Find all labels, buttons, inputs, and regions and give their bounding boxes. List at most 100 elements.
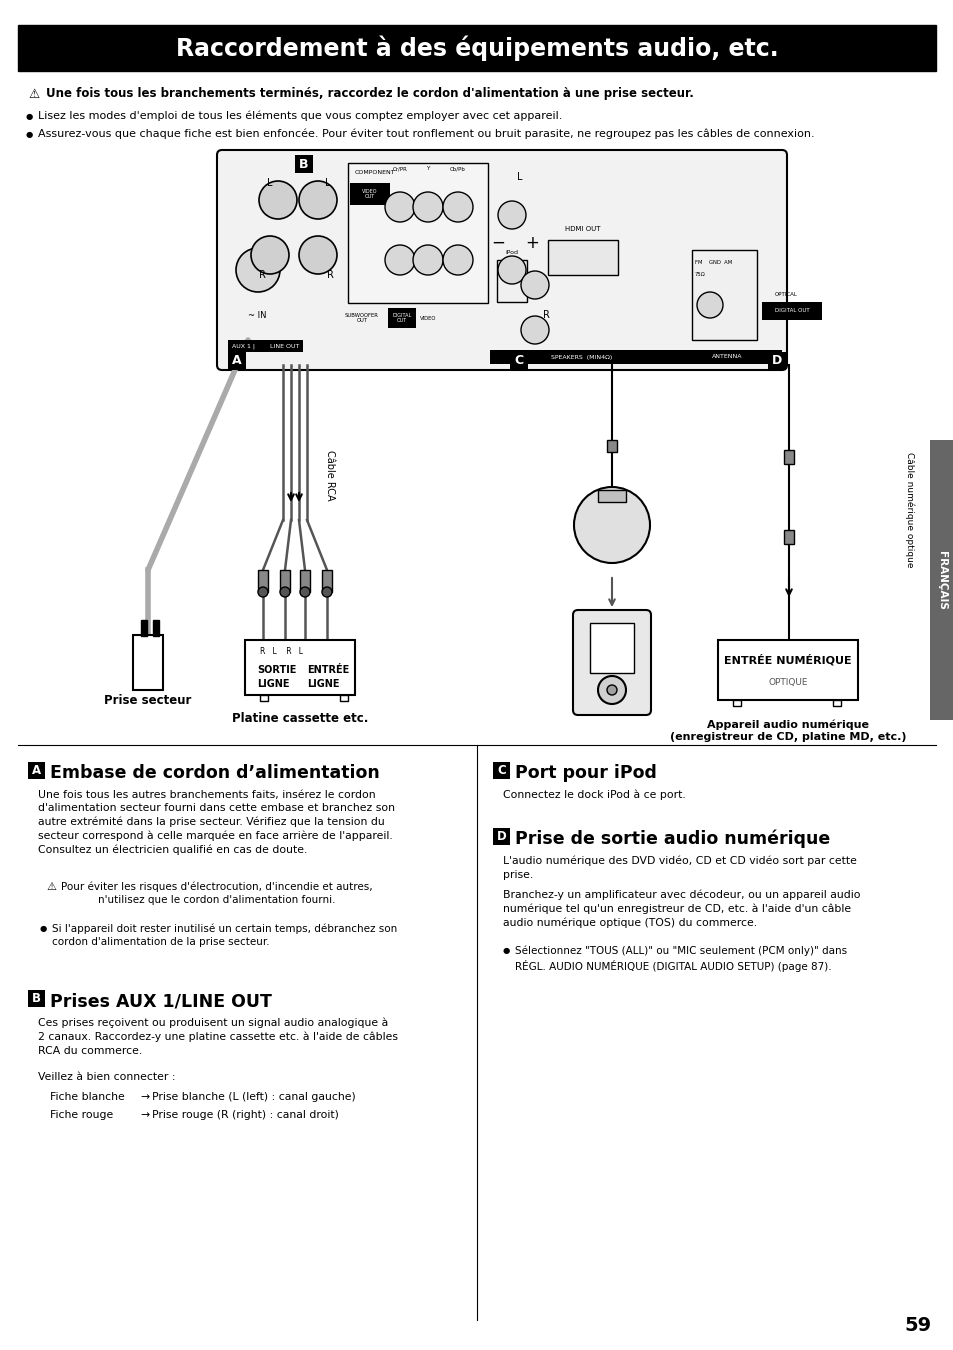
Text: ~ IN: ~ IN	[248, 310, 266, 320]
Text: →: →	[140, 1110, 149, 1120]
Circle shape	[442, 244, 473, 275]
Text: B: B	[299, 158, 309, 170]
Circle shape	[298, 236, 336, 274]
Bar	[929, 440, 953, 720]
Text: Embase de cordon d’alimentation: Embase de cordon d’alimentation	[50, 764, 379, 782]
Text: Platine cassette etc.: Platine cassette etc.	[232, 711, 368, 725]
Text: R: R	[326, 270, 334, 279]
Text: L: L	[325, 178, 331, 188]
Bar	[718, 640, 857, 701]
Text: ENTRÉE: ENTRÉE	[307, 666, 349, 675]
Bar	[589, 622, 634, 674]
Bar	[510, 352, 527, 370]
Text: SUBWOOFER
OUT: SUBWOOFER OUT	[345, 313, 378, 324]
Text: Une fois tous les autres branchements faits, insérez le cordon
d'alimentation se: Une fois tous les autres branchements fa…	[38, 790, 395, 855]
Text: Prise de sortie audio numérique: Prise de sortie audio numérique	[515, 830, 829, 849]
Text: +: +	[524, 234, 538, 252]
Bar	[761, 302, 821, 320]
Text: Y: Y	[426, 166, 429, 171]
Bar	[257, 570, 268, 593]
Text: Pour éviter les risques d'électrocution, d'incendie et autres,
n'utilisez que le: Pour éviter les risques d'électrocution,…	[61, 882, 373, 906]
Text: C: C	[497, 764, 505, 778]
Circle shape	[574, 487, 649, 563]
Text: SPEAKERS  (MIN4Ω): SPEAKERS (MIN4Ω)	[551, 355, 612, 359]
Text: Ces prises reçoivent ou produisent un signal audio analogique à
2 canaux. Raccor: Ces prises reçoivent ou produisent un si…	[38, 1018, 397, 1056]
Text: Cb/Pb: Cb/Pb	[450, 166, 465, 171]
Text: OPTICAL: OPTICAL	[774, 292, 797, 297]
Text: ●: ●	[26, 112, 33, 120]
Text: Câble RCA: Câble RCA	[325, 450, 335, 501]
Text: Prise blanche (L (left) : canal gauche): Prise blanche (L (left) : canal gauche)	[152, 1092, 355, 1102]
Bar	[28, 990, 45, 1007]
Bar	[299, 570, 310, 593]
Text: R   L    R   L: R L R L	[260, 648, 303, 656]
Bar	[598, 490, 625, 502]
Circle shape	[298, 181, 336, 219]
Text: Si l'appareil doit rester inutilisé un certain temps, débranchez son
cordon d'al: Si l'appareil doit rester inutilisé un c…	[52, 923, 396, 948]
Text: Raccordement à des équipements audio, etc.: Raccordement à des équipements audio, et…	[175, 35, 778, 61]
Circle shape	[385, 192, 415, 221]
Text: OPTIQUE: OPTIQUE	[767, 678, 807, 687]
Text: LINE OUT: LINE OUT	[270, 343, 299, 348]
Bar	[152, 620, 159, 636]
Bar	[322, 570, 332, 593]
Bar	[832, 701, 841, 706]
Text: ENTRÉE NUMÉRIQUE: ENTRÉE NUMÉRIQUE	[723, 655, 851, 666]
Bar	[497, 261, 526, 302]
Text: A: A	[31, 764, 41, 778]
Text: DIGITAL OUT: DIGITAL OUT	[774, 309, 808, 313]
Text: ANTENNA: ANTENNA	[711, 355, 741, 359]
FancyBboxPatch shape	[573, 610, 650, 716]
Circle shape	[280, 587, 290, 597]
Bar	[260, 695, 268, 701]
Text: L: L	[517, 171, 522, 182]
FancyBboxPatch shape	[216, 150, 786, 370]
Circle shape	[413, 244, 442, 275]
Bar	[490, 350, 675, 365]
Circle shape	[606, 684, 617, 695]
Text: ●: ●	[40, 923, 48, 933]
Bar	[268, 340, 303, 352]
Text: ⚠: ⚠	[28, 88, 39, 100]
Text: LIGNE: LIGNE	[307, 679, 339, 688]
Text: ●: ●	[26, 130, 33, 139]
Text: COMPONENT: COMPONENT	[355, 170, 395, 176]
Circle shape	[299, 587, 310, 597]
Text: 59: 59	[904, 1316, 931, 1335]
Circle shape	[497, 201, 525, 230]
Circle shape	[413, 192, 442, 221]
Text: Prise rouge (R (right) : canal droit): Prise rouge (R (right) : canal droit)	[152, 1110, 338, 1120]
Text: ⚠: ⚠	[46, 882, 56, 892]
Bar	[132, 634, 163, 690]
Bar	[388, 308, 416, 328]
Text: VIDEO: VIDEO	[419, 316, 436, 320]
Circle shape	[257, 587, 268, 597]
Bar	[671, 350, 781, 365]
Bar	[783, 450, 793, 464]
Text: Connectez le dock iPod à ce port.: Connectez le dock iPod à ce port.	[502, 790, 685, 801]
Text: Fiche blanche: Fiche blanche	[50, 1092, 125, 1102]
Text: −: −	[491, 234, 504, 252]
Text: FM    GND  AM: FM GND AM	[695, 261, 732, 266]
Text: SORTIE: SORTIE	[256, 666, 296, 675]
Bar	[18, 26, 935, 72]
Text: Prise secteur: Prise secteur	[104, 694, 192, 706]
Bar	[493, 761, 510, 779]
Text: ●: ●	[502, 946, 510, 954]
Text: Câble numérique optique: Câble numérique optique	[904, 452, 914, 568]
Circle shape	[442, 192, 473, 221]
Bar	[339, 695, 348, 701]
Bar	[348, 163, 488, 302]
Text: Fiche rouge: Fiche rouge	[50, 1110, 113, 1120]
Bar	[228, 352, 246, 370]
Bar	[350, 184, 390, 205]
Text: AUX 1 |: AUX 1 |	[232, 343, 254, 348]
Text: D: D	[771, 355, 781, 367]
Text: L: L	[267, 178, 273, 188]
Text: FRANÇAIS: FRANÇAIS	[936, 551, 946, 609]
Text: B: B	[32, 992, 41, 1004]
Bar	[294, 155, 313, 173]
Text: LIGNE: LIGNE	[256, 679, 289, 688]
Circle shape	[697, 292, 722, 319]
Bar	[606, 440, 617, 452]
